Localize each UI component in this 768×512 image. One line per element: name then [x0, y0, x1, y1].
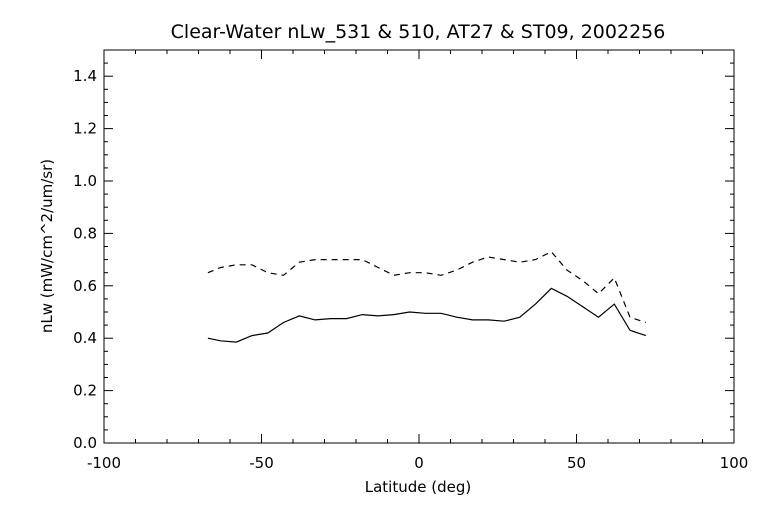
y-tick-label: 0.2: [73, 382, 97, 400]
y-tick-label: 1.0: [73, 172, 97, 190]
x-tick-label: 0: [414, 454, 424, 472]
chart-title: Clear-Water nLw_531 & 510, AT27 & ST09, …: [171, 21, 666, 43]
series-layer: [207, 250, 646, 343]
y-axis: 0.0 0.2 0.4 0.6 0.8 1.0 1.2 1.4: [73, 49, 734, 452]
x-tick-label: 50: [567, 454, 586, 472]
series-line-solid: [207, 287, 646, 343]
x-axis-label: Latitude (deg): [365, 478, 471, 496]
y-tick-label: 1.4: [73, 67, 97, 85]
x-axis: -100 -50 0 50 100: [87, 50, 748, 472]
x-tick-label: 100: [720, 454, 749, 472]
x-tick-label: -100: [87, 454, 121, 472]
series-line-dashed: [207, 250, 646, 324]
y-tick-label: 0.0: [73, 434, 97, 452]
y-tick-label: 1.2: [73, 120, 97, 138]
x-tick-label: -50: [249, 454, 274, 472]
plot-frame: [103, 49, 735, 444]
y-axis-label: nLw (mW/cm^2/um/sr): [38, 159, 56, 333]
y-tick-label: 0.8: [73, 224, 97, 242]
y-tick-label: 0.4: [73, 329, 97, 347]
y-tick-label: 0.6: [73, 277, 97, 295]
